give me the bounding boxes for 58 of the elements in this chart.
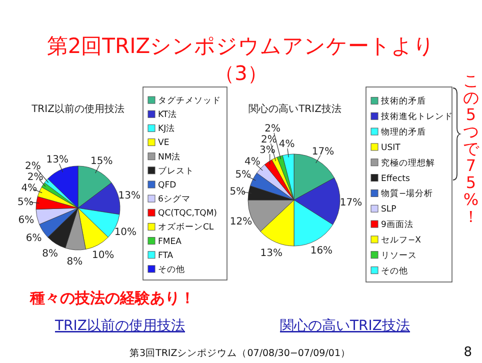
data-label: 13% (46, 154, 68, 166)
text: この5つで75%！ (463, 71, 479, 226)
legend-label: KJ法 (158, 123, 176, 134)
legend-label: その他 (158, 264, 185, 275)
data-label: 12% (230, 216, 252, 228)
legend-label: QC(TQC,TQM) (158, 208, 217, 219)
data-label: 15% (90, 156, 113, 168)
data-label: 2% (27, 172, 44, 184)
data-label: 4% (21, 182, 38, 194)
text: 種々の技法の経験あり！ (29, 289, 195, 307)
data-label: 4% (278, 138, 295, 150)
data-label: 6% (26, 232, 42, 244)
data-label: 17% (312, 146, 334, 158)
data-label: 5% (17, 196, 34, 208)
legend-label: 9画面法 (381, 219, 414, 230)
legend-label: セルフ−X (381, 235, 422, 246)
data-label: 6% (18, 214, 34, 226)
data-label: 13% (118, 190, 141, 202)
legend-label: 物理的矛盾 (381, 126, 426, 138)
data-label: 5% (235, 170, 252, 181)
data-label: 16% (310, 245, 333, 256)
legend-label: 究極の理想解 (381, 157, 435, 168)
legend-label: 物質−場分析 (381, 188, 434, 200)
text: （3） (214, 61, 268, 85)
data-label: 8% (42, 248, 58, 260)
data-label: 17% (340, 197, 362, 208)
legend-label: SLP (381, 204, 396, 215)
text: TRIZ以前の使用技法 (30, 103, 124, 115)
legend-label: その他 (381, 265, 408, 276)
legend-label: FMEA (158, 236, 182, 247)
legend-label: オズボーンCL (158, 222, 214, 233)
text: 関心の高いTRIZ技法 (248, 103, 342, 115)
text: TRIZ以前の使用技法 (54, 318, 185, 334)
legend-label: USIT (381, 142, 402, 153)
data-label: 13% (260, 248, 282, 259)
data-label: 5% (230, 186, 246, 198)
data-label: 2% (25, 160, 41, 172)
data-label: 8% (66, 256, 83, 268)
legend-label: VE (158, 138, 170, 148)
data-label: 4% (244, 156, 260, 168)
legend-label: 6シグマ (158, 194, 190, 205)
legend-label: タグチメソッド (158, 95, 221, 106)
text: 関心の高いTRIZ技法 (280, 318, 410, 334)
data-label: 2% (264, 124, 281, 135)
legend-label: Effects (381, 174, 410, 184)
text: 第2回TRIZシンポジウムアンケートより (46, 34, 436, 58)
data-label: 10% (92, 250, 114, 262)
text: 第3回TRIZシンポジウム（07/08/30−07/09/01） (129, 347, 351, 359)
legend-label: FTA (158, 250, 174, 261)
legend-label: リソース (381, 250, 417, 261)
text: 8 (464, 345, 472, 360)
legend-label: NM法 (158, 151, 181, 162)
legend-label: QFD (158, 180, 177, 190)
legend-label: KT法 (158, 109, 178, 120)
legend-label: ブレスト (158, 165, 194, 176)
legend-label: 技術進化トレンド (380, 111, 453, 122)
legend-label: 技術的矛盾 (380, 96, 426, 107)
data-label: 10% (114, 227, 137, 238)
